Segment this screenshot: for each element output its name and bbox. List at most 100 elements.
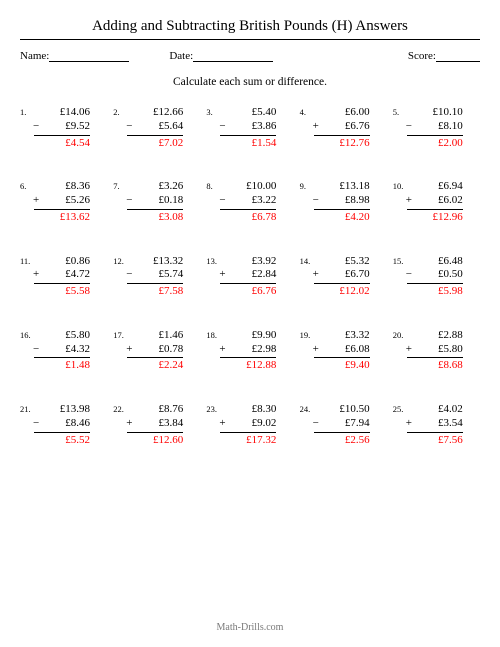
answer: £6.78 — [220, 211, 276, 225]
operand-a: £1.46 — [127, 329, 183, 343]
problem: 3.£5.40−£3.86£1.54 — [206, 106, 293, 150]
problem: 1.£14.06−£9.52£4.54 — [20, 106, 107, 150]
operand-b: £3.84 — [158, 417, 183, 429]
problem: 11.£0.86+£4.72£5.58 — [20, 255, 107, 299]
problem-rule — [220, 357, 276, 358]
answer: £2.56 — [314, 434, 370, 448]
operand-b: £6.02 — [438, 194, 463, 206]
operator: − — [219, 194, 225, 208]
problem-number: 20. — [393, 329, 407, 340]
problem: 22.£8.76+£3.84 £12.60 — [113, 403, 200, 447]
operand-a: £13.18 — [314, 180, 370, 194]
operand-a: £9.90 — [220, 329, 276, 343]
operator: − — [219, 120, 225, 134]
operand-b-row: −£8.98 — [314, 194, 370, 208]
answer: £12.60 — [127, 434, 183, 448]
operand-b-row: +£0.78 — [127, 343, 183, 357]
problem: 16.£5.80−£4.32£1.48 — [20, 329, 107, 373]
problem-rule — [127, 357, 183, 358]
problem-rule — [314, 135, 370, 136]
page-title: Adding and Subtracting British Pounds (H… — [20, 18, 480, 35]
operand-b: £8.10 — [438, 120, 463, 132]
problem-number: 8. — [206, 180, 220, 191]
operand-b: £5.26 — [65, 194, 90, 206]
problem-rule — [314, 283, 370, 284]
problem-stack: £12.66−£5.64£7.02 — [127, 106, 183, 150]
operand-a: £5.80 — [34, 329, 90, 343]
date-line — [193, 51, 273, 62]
problem: 23.£8.30+£9.02£17.32 — [206, 403, 293, 447]
problem-stack: £6.48−£0.50£5.98 — [407, 255, 463, 299]
answer: £5.98 — [407, 285, 463, 299]
problem-rule — [34, 357, 90, 358]
answer: £13.62 — [34, 211, 90, 225]
answer: £1.54 — [220, 137, 276, 151]
problem-stack: £9.90+£2.98£12.88 — [220, 329, 276, 373]
problem-rule — [314, 357, 370, 358]
problem-number: 1. — [20, 106, 34, 117]
problem: 25.£4.02+£3.54£7.56 — [393, 403, 480, 447]
problem-number: 13. — [206, 255, 220, 266]
problem-stack: £8.76+£3.84 £12.60 — [127, 403, 183, 447]
problem-number: 16. — [20, 329, 34, 340]
operand-b: £8.46 — [65, 417, 90, 429]
problem-stack: £3.92+£2.84£6.76 — [220, 255, 276, 299]
operator: + — [313, 343, 319, 357]
operand-b-row: +£2.98 — [220, 343, 276, 357]
operator: + — [406, 417, 412, 431]
operand-b: £3.54 — [438, 417, 463, 429]
operand-b-row: +£3.84 — [127, 417, 183, 431]
answer: £5.58 — [34, 285, 90, 299]
problem-stack: £6.00+£6.76£12.76 — [314, 106, 370, 150]
problem-rule — [407, 432, 463, 433]
operand-b: £8.98 — [345, 194, 370, 206]
operand-b-row: +£9.02 — [220, 417, 276, 431]
operand-b: £0.78 — [158, 343, 183, 355]
operator: − — [126, 120, 132, 134]
operand-b-row: −£5.64 — [127, 120, 183, 134]
operand-a: £10.00 — [220, 180, 276, 194]
problem-number: 9. — [300, 180, 314, 191]
title-rule — [20, 39, 480, 40]
problem-number: 12. — [113, 255, 127, 266]
operand-a: £5.40 — [220, 106, 276, 120]
problem-number: 4. — [300, 106, 314, 117]
problem-number: 19. — [300, 329, 314, 340]
operator: − — [126, 268, 132, 282]
date-label: Date: — [169, 50, 193, 62]
problem: 20.£2.88+£5.80£8.68 — [393, 329, 480, 373]
operand-b-row: +£5.80 — [407, 343, 463, 357]
operator: + — [313, 268, 319, 282]
problem-stack: £14.06−£9.52£4.54 — [34, 106, 90, 150]
problem-number: 22. — [113, 403, 127, 414]
problem: 10.£6.94+£6.02£12.96 — [393, 180, 480, 224]
score-field: Score: — [408, 50, 480, 62]
operator: − — [33, 120, 39, 134]
operand-b-row: +£6.70 — [314, 268, 370, 282]
operand-b-row: +£6.76 — [314, 120, 370, 134]
operator: − — [33, 417, 39, 431]
problem-stack: £6.94+£6.02£12.96 — [407, 180, 463, 224]
problem: 15.£6.48−£0.50£5.98 — [393, 255, 480, 299]
operator: − — [313, 417, 319, 431]
operand-b-row: − £3.86 — [220, 120, 276, 134]
operand-b: £3.86 — [252, 120, 277, 132]
problem-stack: £4.02+£3.54£7.56 — [407, 403, 463, 447]
operand-a: £8.76 — [127, 403, 183, 417]
operator: + — [406, 343, 412, 357]
operand-b: £7.94 — [345, 417, 370, 429]
date-field: Date: — [169, 50, 273, 62]
problem-number: 23. — [206, 403, 220, 414]
answer: £9.40 — [314, 359, 370, 373]
problem-number: 11. — [20, 255, 34, 266]
operand-a: £3.92 — [220, 255, 276, 269]
operator: + — [406, 194, 412, 208]
answer: £8.68 — [407, 359, 463, 373]
problem: 8.£10.00− £3.22 £6.78 — [206, 180, 293, 224]
operand-b: £3.22 — [252, 194, 277, 206]
problem-rule — [34, 432, 90, 433]
problem-stack: £5.40− £3.86 £1.54 — [220, 106, 276, 150]
operator: + — [33, 194, 39, 208]
answer: £2.00 — [407, 137, 463, 151]
operator: − — [126, 194, 132, 208]
